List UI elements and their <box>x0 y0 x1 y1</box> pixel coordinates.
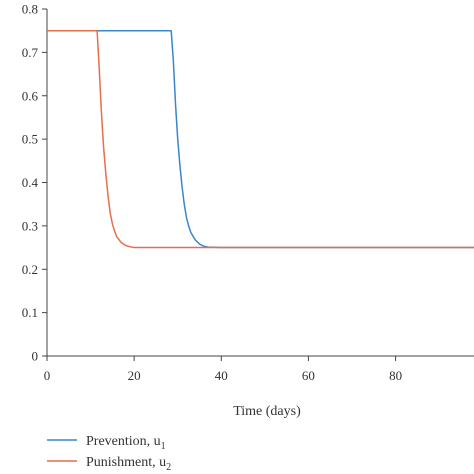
y-tick-label: 0.6 <box>22 88 39 103</box>
x-tick-label: 20 <box>128 368 141 383</box>
legend: Prevention, u1 Punishment, u2 <box>47 434 171 473</box>
y-tick-label: 0.1 <box>22 305 38 320</box>
x-tick-label: 40 <box>215 368 228 383</box>
legend-item-prevention: Prevention, u1 <box>47 434 166 452</box>
x-tick-label: 60 <box>302 368 315 383</box>
y-tick-label: 0.2 <box>22 262 38 277</box>
legend-label-prevention: Prevention, u1 <box>86 434 166 452</box>
y-axis-ticks: 0 0.1 0.2 0.3 0.4 0.5 0.6 0.7 0.8 <box>22 2 47 364</box>
x-axis-ticks: 0 20 40 60 80 <box>44 356 402 383</box>
legend-item-punishment: Punishment, u2 <box>47 455 171 473</box>
x-axis-title: Time (days) <box>233 404 301 419</box>
y-tick-label: 0 <box>32 349 39 364</box>
series-line-punishment <box>47 29 474 249</box>
y-tick-label: 0.5 <box>22 132 38 147</box>
y-tick-label: 0.7 <box>22 45 39 60</box>
y-tick-label: 0.4 <box>22 175 39 190</box>
y-tick-label: 0.8 <box>22 2 38 17</box>
x-tick-label: 80 <box>389 368 402 383</box>
plot-area: 0 0.1 0.2 0.3 0.4 0.5 0.6 0.7 0.8 0 20 40 60 80 <box>22 2 474 383</box>
x-tick-label: 0 <box>44 368 51 383</box>
legend-label-punishment: Punishment, u2 <box>86 455 171 473</box>
series-lines <box>47 29 474 249</box>
y-tick-label: 0.3 <box>22 218 38 233</box>
